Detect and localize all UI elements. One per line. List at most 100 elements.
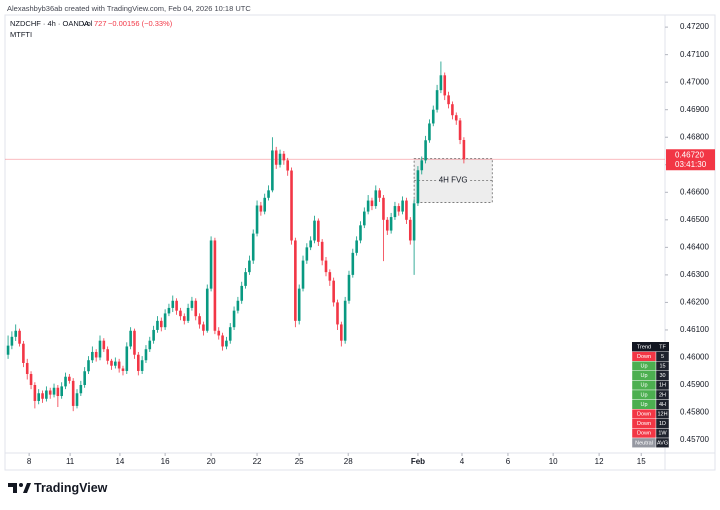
- y-tick-label: 0.45800: [680, 408, 709, 417]
- trend-text: Up: [640, 363, 647, 369]
- y-tick-label: 0.46600: [680, 187, 709, 196]
- candle-body: [263, 197, 267, 212]
- candle-body: [129, 330, 132, 347]
- candle-body: [198, 316, 201, 325]
- trend-text: Up: [640, 383, 647, 389]
- candle-body: [374, 190, 378, 207]
- candle-body: [359, 225, 362, 241]
- candle-body: [251, 233, 255, 261]
- logo-stem: [13, 483, 17, 493]
- candle-body: [431, 109, 435, 124]
- candle-body: [171, 300, 175, 308]
- candle-body: [290, 170, 293, 241]
- candle-body: [428, 123, 431, 141]
- candle-body: [282, 153, 286, 161]
- volume: 727: [94, 19, 107, 28]
- table-header: Trend: [637, 344, 651, 350]
- candle-body: [420, 160, 424, 171]
- candle-body: [267, 190, 270, 198]
- candle-body: [336, 302, 339, 325]
- candle-body: [305, 247, 309, 261]
- candle-body: [152, 329, 155, 341]
- y-tick-label: 0.46800: [680, 132, 709, 141]
- candle-body: [332, 280, 335, 303]
- candle-body: [186, 307, 190, 321]
- x-tick-label: 15: [637, 457, 646, 466]
- candle-body: [347, 274, 351, 301]
- indicator: MTFTI: [10, 30, 32, 39]
- candle-body: [217, 330, 221, 336]
- candle-body: [435, 90, 439, 110]
- tf-text: 1H: [659, 383, 666, 389]
- trend-text: Up: [640, 392, 647, 398]
- y-tick-label: 0.46000: [680, 353, 709, 362]
- candle-body: [274, 150, 278, 165]
- volume-label: Vol: [82, 19, 93, 28]
- candle-body: [25, 362, 29, 374]
- candle-body: [94, 351, 98, 358]
- candle-body: [393, 206, 397, 218]
- y-tick-label: 0.47100: [680, 50, 709, 59]
- frame: [4, 14, 716, 471]
- last-price-label: 0.46720: [675, 150, 704, 159]
- candle-body: [255, 205, 259, 234]
- candle-body: [236, 300, 240, 311]
- x-tick-label: 10: [549, 457, 558, 466]
- candle-body: [454, 115, 458, 121]
- tf-text: 30: [659, 373, 665, 379]
- candle-body: [259, 205, 263, 212]
- candle-body: [213, 240, 217, 331]
- change: −0.00156 (−0.33%): [108, 19, 173, 28]
- candle-body: [355, 240, 358, 253]
- candle-body: [56, 387, 60, 397]
- candle-body: [297, 288, 301, 321]
- logo-slash: [23, 483, 31, 493]
- candle-body: [190, 300, 194, 308]
- candle-body: [458, 120, 462, 140]
- candle-body: [10, 336, 14, 346]
- candle-body: [52, 387, 56, 395]
- last-price-tag: [666, 149, 715, 171]
- y-tick-label: 0.45700: [680, 435, 709, 444]
- fvg-label-bg: [437, 174, 470, 187]
- candle-body: [98, 340, 102, 358]
- x-tick-label: 14: [115, 457, 124, 466]
- candle-body: [294, 240, 297, 321]
- candle-body: [41, 393, 44, 399]
- candle-body: [240, 285, 244, 301]
- candle-body: [68, 376, 71, 381]
- tf-text: 15: [659, 363, 665, 369]
- candle-body: [286, 160, 289, 171]
- x-tick-label: 25: [295, 457, 304, 466]
- candle-body: [317, 220, 320, 242]
- y-tick-label: 0.45900: [680, 380, 709, 389]
- candle-body: [6, 345, 10, 355]
- candle-body: [140, 360, 144, 371]
- logo-dot: [19, 483, 23, 487]
- candle-body: [163, 313, 167, 328]
- candle-body: [351, 252, 355, 275]
- candle-body: [117, 361, 121, 369]
- candle-body: [159, 320, 163, 328]
- candle-body: [106, 349, 109, 361]
- candle-body: [382, 197, 385, 220]
- y-tick-label: 0.46500: [680, 215, 709, 224]
- candle-body: [148, 340, 152, 350]
- trend-text: Neutral: [635, 440, 653, 446]
- x-tick-label: 8: [27, 457, 32, 466]
- candle-body: [424, 140, 427, 161]
- candle-body: [378, 190, 381, 198]
- candle-body: [405, 200, 408, 220]
- table-header-bg: [632, 342, 669, 352]
- x-tick-label: 11: [66, 457, 75, 466]
- candle-body: [33, 385, 37, 401]
- candle-body: [22, 343, 25, 363]
- candle-body: [205, 288, 209, 331]
- credit: Alexashbyb36ab created with TradingView.…: [7, 4, 251, 13]
- x-tick-label: 12: [595, 457, 604, 466]
- x-tick-label: 4: [460, 457, 465, 466]
- candle-body: [18, 330, 21, 344]
- y-tick-label: 0.46200: [680, 298, 709, 307]
